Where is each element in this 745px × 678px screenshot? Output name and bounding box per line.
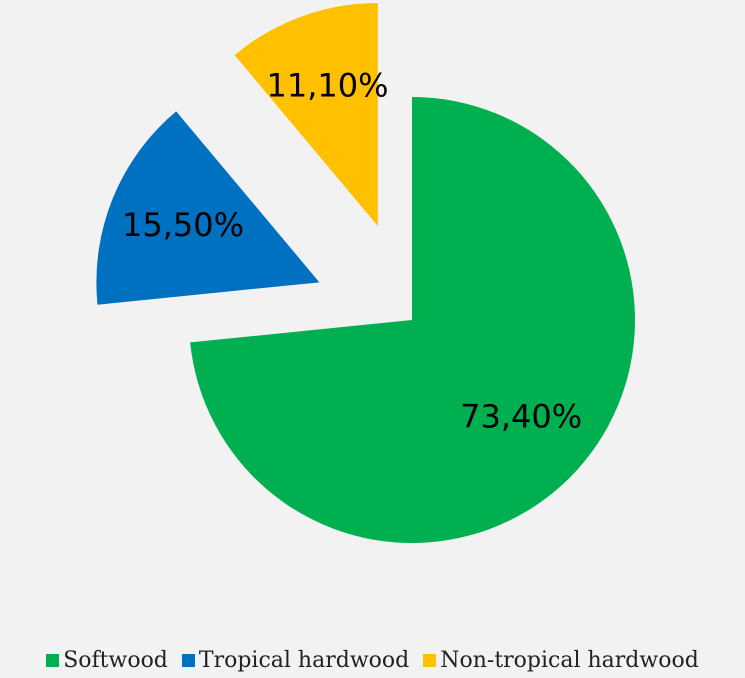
pie-slice-softwood xyxy=(190,97,636,544)
data-label-softwood: 73,40% xyxy=(460,398,582,436)
legend-swatch-tropical-hardwood xyxy=(181,653,195,667)
chart-legend: Softwood Tropical hardwood Non-tropical ha… xyxy=(0,644,745,676)
pie-chart-svg: 73,40% 15,50% 11,10% xyxy=(96,3,636,544)
legend-label-softwood: Softwood xyxy=(63,647,168,673)
pie-slice-tropical-hardwood xyxy=(96,111,320,305)
legend-swatch-non-tropical-hardwood xyxy=(423,653,437,667)
pie-chart: 73,40% 15,50% 11,10% xyxy=(96,3,636,544)
legend-swatch-softwood xyxy=(46,653,60,667)
legend-label-non-tropical-hardwood: Non-tropical hardwood xyxy=(440,647,699,673)
legend-item-softwood: Softwood xyxy=(46,648,168,673)
pie-slice-non-tropical-hardwood xyxy=(234,3,378,227)
data-label-tropical-hardwood: 15,50% xyxy=(122,206,244,244)
legend-item-non-tropical-hardwood: Non-tropical hardwood xyxy=(423,648,699,673)
legend-label-tropical-hardwood: Tropical hardwood xyxy=(198,647,410,673)
data-label-non-tropical-hardwood: 11,10% xyxy=(267,67,389,105)
legend-item-tropical-hardwood: Tropical hardwood xyxy=(181,647,410,673)
